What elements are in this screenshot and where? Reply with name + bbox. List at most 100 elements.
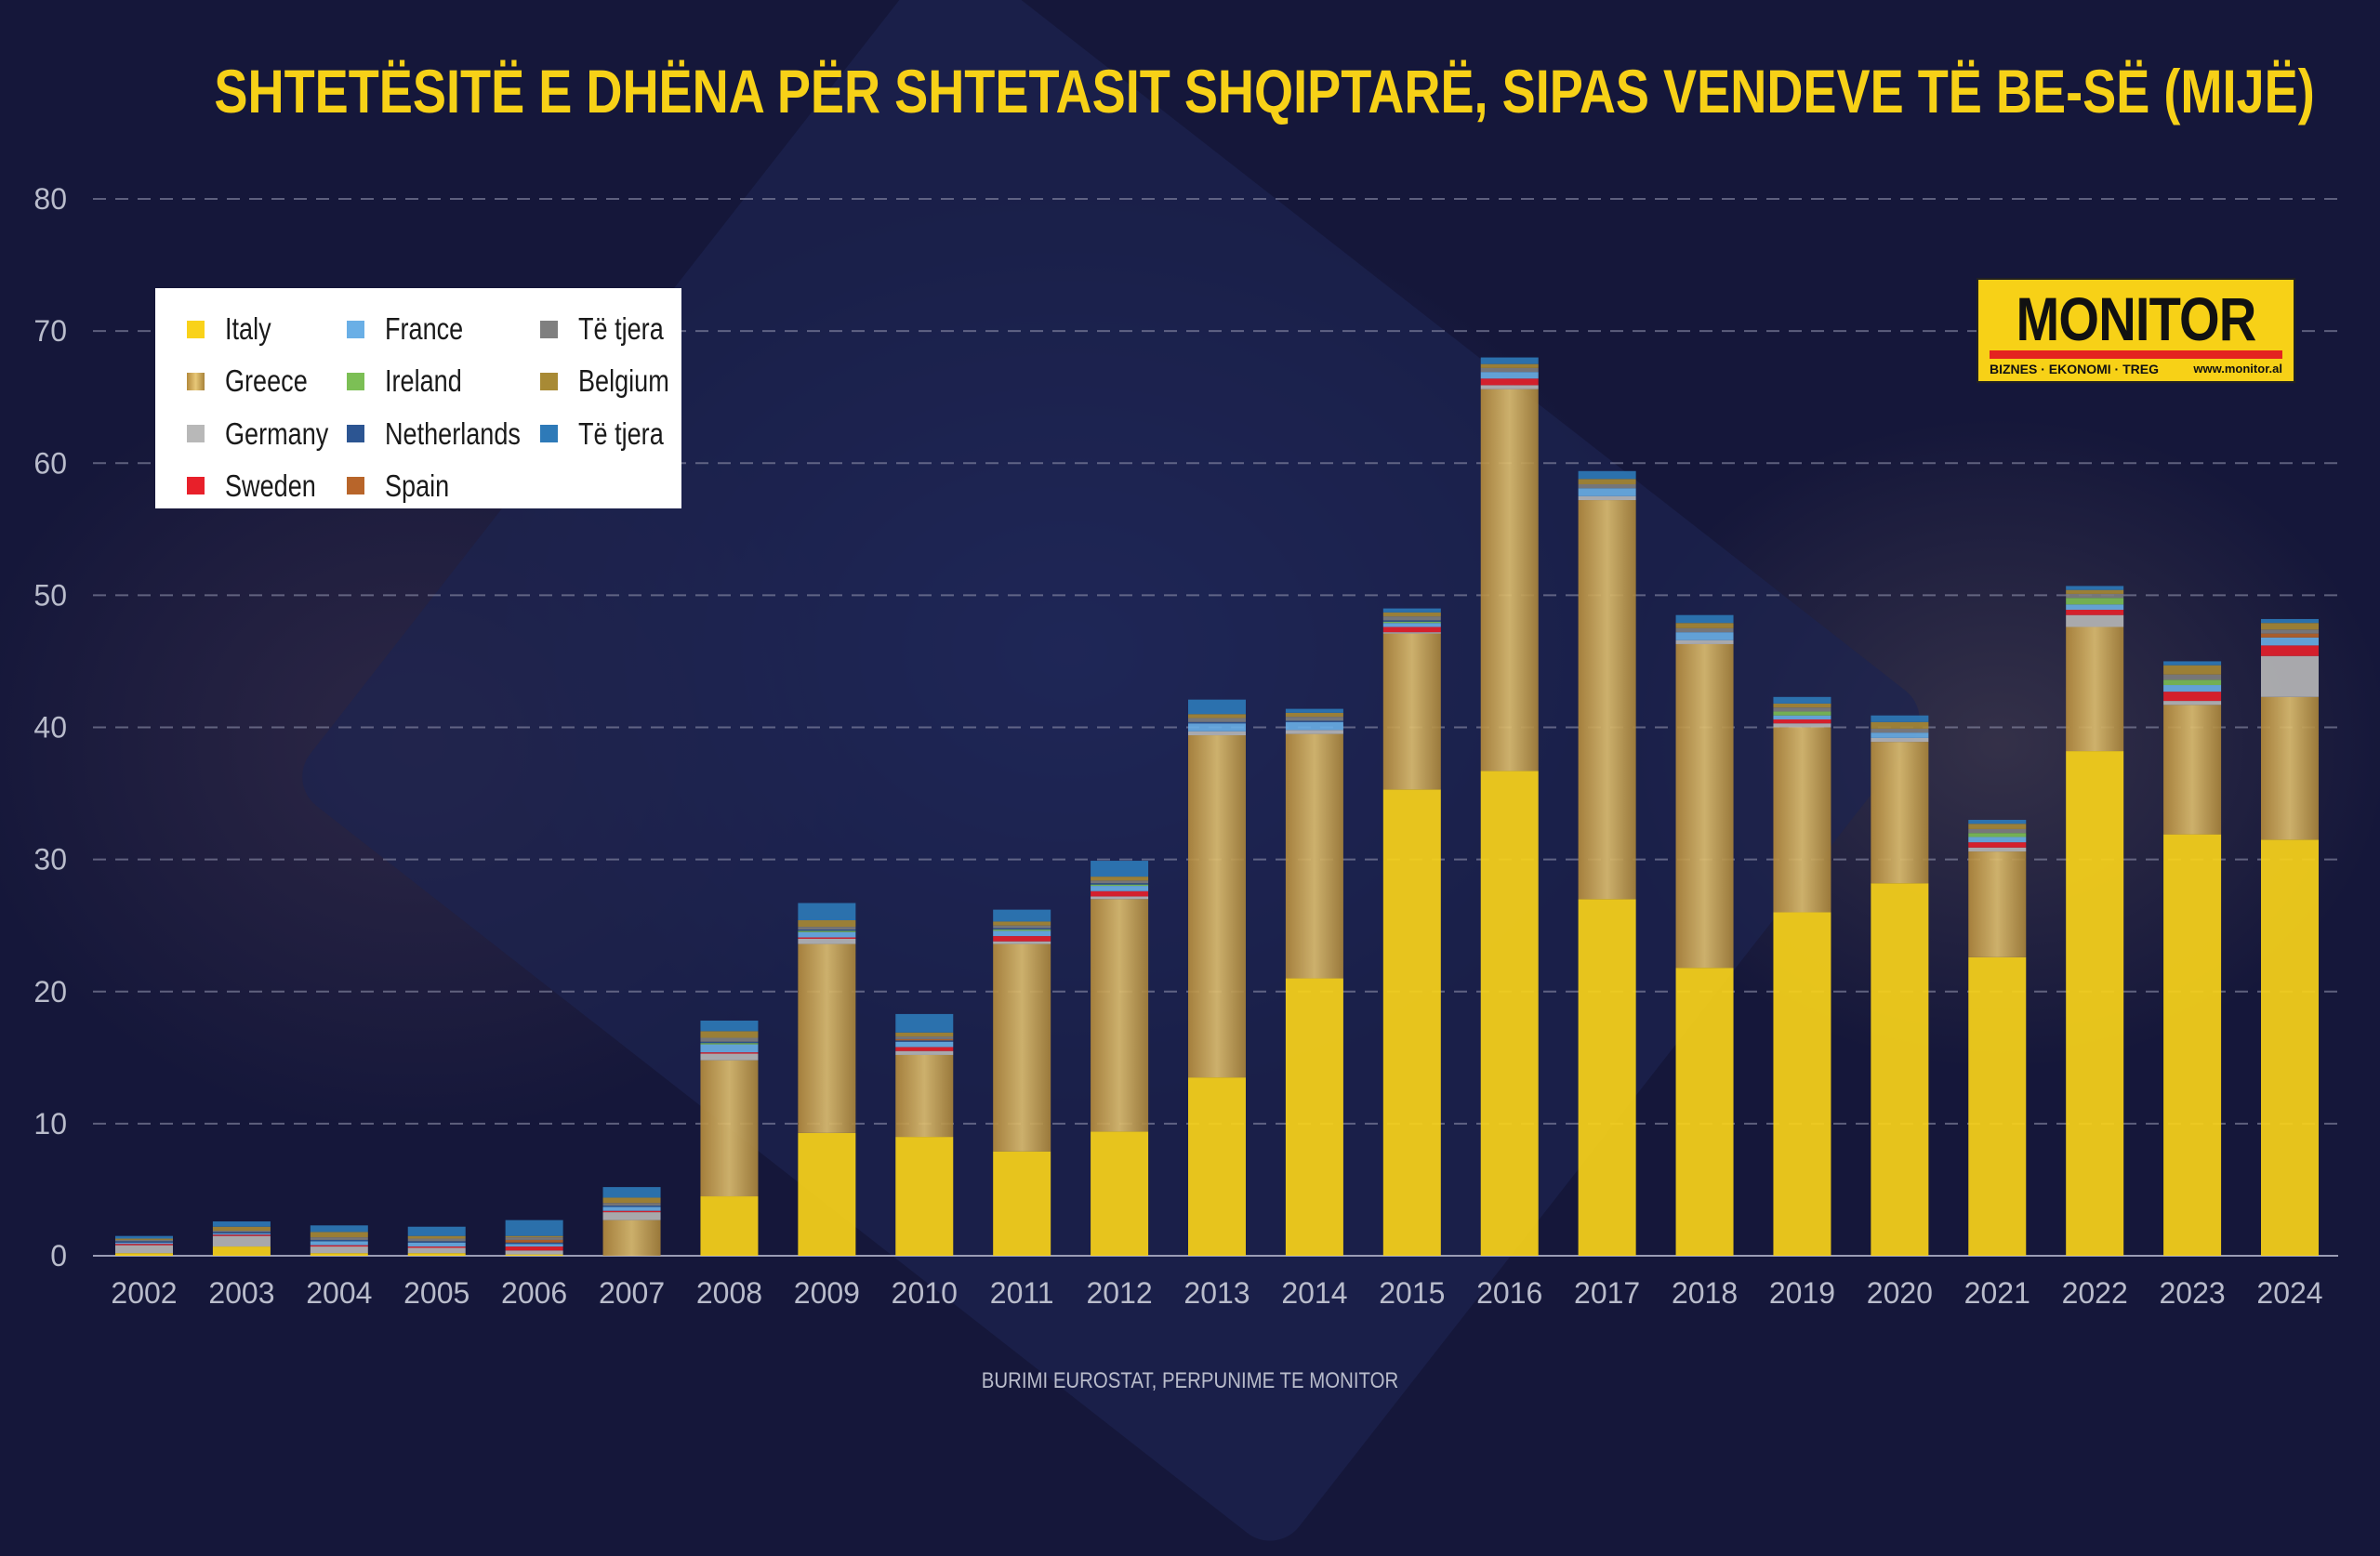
legend-item: Greece <box>187 363 347 400</box>
bar-segment-germany <box>1578 495 1636 501</box>
logo-red-bar <box>1990 350 2282 359</box>
y-tick-label: 80 <box>33 182 67 216</box>
bar-segment-france <box>2066 604 2124 611</box>
legend-swatch <box>540 372 558 390</box>
bar-segment-belgium <box>2163 665 2222 675</box>
bar-segment-france <box>1675 632 1734 640</box>
y-tick-label: 70 <box>33 314 67 348</box>
bar-segment-italy <box>993 1151 1051 1256</box>
bar-segment-sweden <box>602 1210 661 1213</box>
bar-segment-netherlands <box>993 928 1051 930</box>
legend-label: Ireland <box>385 363 462 399</box>
x-tick-label: 2017 <box>1574 1276 1640 1310</box>
legend-swatch <box>187 425 205 442</box>
bar-segment-sweden <box>505 1246 563 1251</box>
bar-segment-të-tjera <box>1578 470 1636 480</box>
bar-segment-greece <box>1285 733 1343 979</box>
legend-item: Ireland <box>347 363 540 400</box>
bar-segment-të-tjera <box>1773 696 1831 704</box>
bar-segment-france <box>407 1242 466 1247</box>
legend-item: Germany <box>187 415 347 453</box>
y-tick-label: 20 <box>33 975 67 1009</box>
bar-segment-italy <box>798 1132 856 1256</box>
bar-segment-sweden <box>700 1052 759 1054</box>
bar-segment-italy <box>1188 1077 1246 1256</box>
bar-segment-belgium <box>115 1238 173 1240</box>
x-tick-label: 2014 <box>1281 1276 1347 1310</box>
bar-segment-italy <box>1773 912 1831 1256</box>
bar-segment-france <box>895 1041 954 1048</box>
x-tick-label: 2018 <box>1672 1276 1738 1310</box>
stacked-bar-chart: 0 10 20 30 40 50 60 70 80 2002 2003 2004 2005 2006 200… <box>33 182 2338 1310</box>
bar-segment-ireland <box>1091 884 1149 887</box>
bar-segment-ireland <box>798 930 856 932</box>
legend-label: Sweden <box>225 468 316 503</box>
bar-segment-ireland <box>1968 833 2027 837</box>
bar-segment-france <box>1188 723 1246 732</box>
bar-segment-të-tjera <box>798 903 856 921</box>
bar-segment-greece <box>1091 899 1149 1132</box>
bar-segment-germany <box>1188 731 1246 736</box>
bar-segment-italy <box>2066 751 2124 1256</box>
bar-segment-sweden <box>212 1234 271 1236</box>
bar-segment-të-tjera <box>1480 367 1539 373</box>
bar-segment-belgium <box>2261 623 2319 630</box>
bar-segment-të-tjera <box>1188 718 1246 722</box>
x-tick-label: 2009 <box>794 1276 860 1310</box>
bar-segment-të-tjera <box>700 1037 759 1042</box>
bar-segment-france <box>1578 488 1636 496</box>
bar-segment-germany <box>1382 632 1441 634</box>
bar-segment-të-tjera <box>1968 819 2027 824</box>
bar-segment-sweden <box>1968 842 2027 848</box>
bar-segment-france <box>1773 715 1831 719</box>
bar-segment-sweden <box>798 937 856 939</box>
bar-segment-belgium <box>1773 703 1831 708</box>
bar-segment-të-tjera <box>700 1021 759 1032</box>
bar-segment-germany <box>1285 730 1343 734</box>
bar-segment-të-tjera <box>1382 616 1441 621</box>
y-tick-label: 60 <box>33 446 67 480</box>
bar-segment-belgium <box>798 920 856 928</box>
bar-segment-france <box>1285 721 1343 731</box>
x-tick-label: 2006 <box>501 1276 567 1310</box>
bar-segment-netherlands <box>310 1239 368 1242</box>
bar-segment-ireland <box>1382 621 1441 624</box>
logo-name: MONITOR <box>2016 284 2257 353</box>
bar-segment-të-tjera <box>2163 661 2222 666</box>
bar-segment-të-tjera <box>993 925 1051 929</box>
bar-segment-të-tjera <box>1091 861 1149 877</box>
bar-segment-netherlands <box>212 1232 271 1233</box>
bar-segment-germany <box>212 1235 271 1247</box>
bar-segment-italy <box>115 1253 173 1256</box>
bar-segment-të-tjera <box>407 1238 466 1242</box>
bar-segment-të-tjera <box>1480 357 1539 364</box>
bar-segment-të-tjera <box>602 1203 661 1206</box>
bar-segment-belgium <box>407 1235 466 1239</box>
logo-tagline: BIZNES · EKONOMI · TREG <box>1990 362 2159 376</box>
x-tick-label: 2019 <box>1769 1276 1835 1310</box>
bar-segment-greece <box>1675 643 1734 969</box>
bar-segment-të-tjera <box>1578 483 1636 489</box>
bar-segment-ireland <box>1773 711 1831 716</box>
x-tick-label: 2024 <box>2256 1276 2322 1310</box>
bar-segment-netherlands <box>700 1041 759 1044</box>
bar-segment-italy <box>895 1137 954 1256</box>
x-tick-label: 2011 <box>990 1276 1054 1310</box>
x-tick-label: 2022 <box>2062 1276 2128 1310</box>
bar-segment-france <box>993 930 1051 937</box>
bar-segment-spain <box>895 1038 954 1041</box>
bar-segment-të-tjera <box>993 909 1051 922</box>
bar-segment-belgium <box>2066 589 2124 594</box>
bar-segment-sweden <box>2066 610 2124 615</box>
legend-swatch <box>347 372 364 390</box>
bar-segment-sweden <box>115 1244 173 1246</box>
x-tick-label: 2002 <box>111 1276 177 1310</box>
bar-segment-belgium <box>1091 877 1149 881</box>
bar-segment-germany <box>2261 655 2319 697</box>
bar-segment-belgium <box>1871 721 1929 729</box>
bar-segment-spain <box>2261 633 2319 638</box>
x-tick-label: 2016 <box>1476 1276 1542 1310</box>
x-tick-label: 2007 <box>599 1276 665 1310</box>
legend-swatch <box>540 320 558 338</box>
bar-segment-të-tjera <box>895 1036 954 1039</box>
